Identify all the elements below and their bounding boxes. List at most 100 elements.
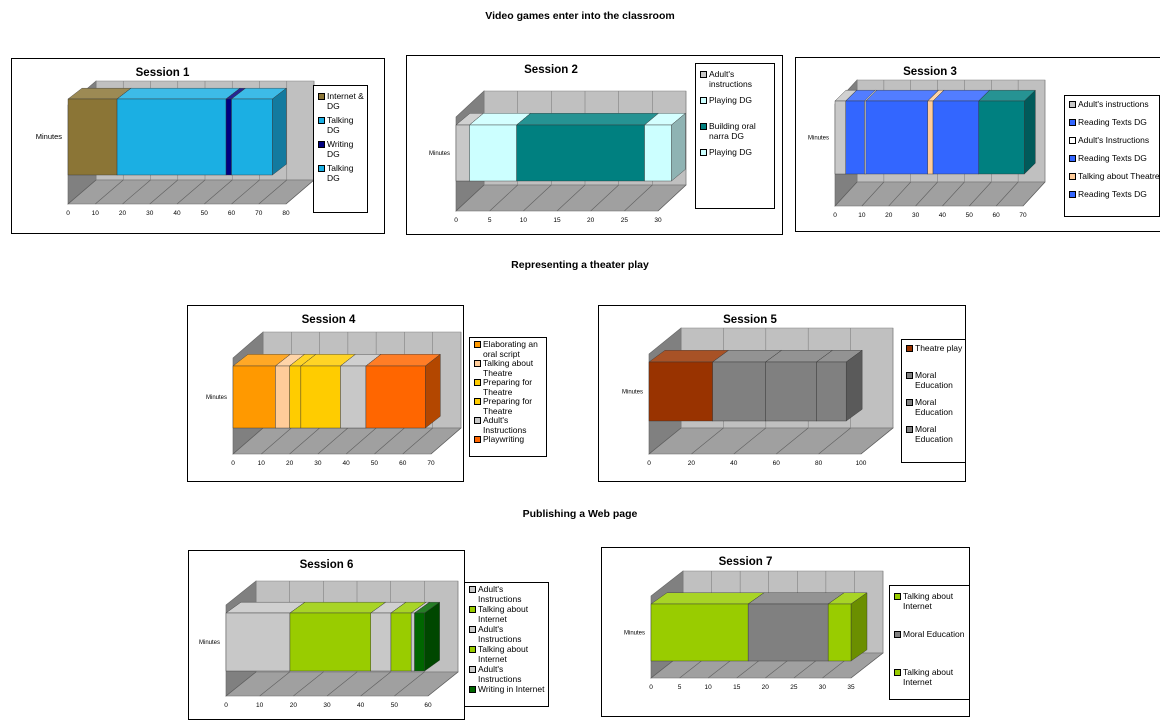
section-title-theater: Representing a theater play (511, 259, 649, 271)
chart-panel-session-7: Session 7 0 5 10 15 20 25 30 35 Minutes Talking ab… (601, 547, 970, 717)
tick-label: 20 (587, 217, 595, 224)
chart-panel-session-1: Session 1 0 10 20 30 40 50 60 70 80 Minutes Interne… (11, 58, 385, 234)
legend-label: Talking about Theatre (1078, 171, 1160, 181)
floor-gridline (317, 427, 349, 455)
tick-label: 50 (371, 460, 379, 467)
tick-label: 40 (939, 212, 947, 219)
legend-label: Talking about Internet (903, 591, 954, 611)
y-axis-label: Minutes (624, 631, 645, 637)
legend-label: Talking about Internet (478, 604, 529, 624)
section-title-web-page: Publishing a Web page (522, 508, 638, 520)
chart-legend: Adult's instructions Playing DG Building o… (695, 63, 775, 209)
floor-gridline (818, 427, 851, 455)
tick-label: 40 (730, 460, 738, 467)
floor-gridline (590, 184, 619, 212)
floor-gridline (176, 179, 206, 205)
legend-label: Playing DG (709, 95, 752, 105)
legend-label: Writing in Internet (478, 684, 545, 694)
legend-swatch (1069, 191, 1076, 198)
tick-label: 0 (647, 460, 651, 467)
floor (232, 427, 462, 455)
floor-gridline (1022, 181, 1046, 207)
chart-legend: Theatre play Moral Education Moral Educati… (901, 339, 966, 463)
floor-gridline (861, 181, 885, 207)
chart-title: Session 6 (299, 559, 354, 571)
chart-title: Session 2 (524, 64, 578, 76)
floor-gridline (523, 184, 552, 212)
legend-label: Adult's instructions (1078, 99, 1149, 109)
floor-gridline (232, 427, 264, 455)
tick-label: 0 (833, 212, 837, 219)
chart-panel-session-5: Session 5 0 20 40 60 80 100 Minutes Theatre play… (598, 305, 966, 482)
tick-label: 40 (173, 210, 181, 217)
chart-panel-session-6: Session 6 0 10 20 30 40 50 60 Minutes Adult's Ins… (188, 550, 549, 720)
tick-label: 40 (343, 460, 351, 467)
floor-gridline (624, 184, 653, 212)
legend-swatch (469, 646, 476, 653)
floor-gridline (942, 181, 965, 207)
floor-gridline (231, 179, 260, 205)
chart-title: Session 4 (301, 314, 356, 326)
legend-swatch (469, 586, 476, 593)
bar-segment (365, 353, 441, 429)
floor-gridline (149, 179, 178, 205)
floor-gridline (394, 671, 425, 697)
bar-segment (413, 601, 441, 672)
bar-segment (516, 112, 660, 182)
chart-title: Session 3 (903, 66, 957, 78)
floor-gridline (258, 179, 287, 205)
floor-gridline (289, 427, 320, 455)
floor-gridline (556, 184, 586, 212)
floor-gridline (691, 427, 724, 455)
tick-label: 20 (885, 212, 893, 219)
legend-swatch (894, 669, 901, 676)
legend-swatch (469, 606, 476, 613)
tick-label: 60 (773, 460, 781, 467)
legend-label: Playing DG (709, 147, 752, 157)
tick-label: 10 (256, 702, 264, 709)
chart-title: Session 7 (718, 556, 773, 568)
legend-label: Moral Education (915, 370, 953, 390)
legend-label: Internet & DG (327, 91, 364, 111)
floor-gridline (402, 427, 433, 455)
legend-label: Talking about Internet (478, 644, 529, 664)
legend-swatch (1069, 137, 1076, 144)
legend-label: Building oral narra DG (709, 121, 756, 141)
tick-label: 25 (790, 684, 798, 691)
floor-gridline (427, 671, 459, 697)
tick-label: 10 (858, 212, 866, 219)
y-axis-label: Minutes (808, 136, 829, 142)
chart-legend: Talking about Internet Moral Education Tal… (889, 585, 970, 700)
legend-swatch (474, 379, 481, 386)
floor (834, 181, 1046, 207)
floor-gridline (285, 179, 315, 205)
legend-label: Adult's Instructions (478, 624, 522, 644)
tick-label: 15 (553, 217, 561, 224)
legend-label: Preparing for Theatre (483, 396, 533, 416)
tick-label: 20 (762, 684, 770, 691)
legend-label: Reading Texts DG (1078, 189, 1147, 199)
tick-label: 60 (399, 460, 407, 467)
floor-gridline (122, 179, 151, 205)
legend-swatch (906, 399, 913, 406)
floor-gridline (834, 181, 858, 207)
chart-plot: 0 10 20 30 40 50 60 70 Minutes (206, 331, 462, 467)
tick-label: 20 (688, 460, 696, 467)
legend-label: Playwriting (483, 434, 525, 444)
floor-gridline (648, 427, 682, 455)
y-axis-label: Minutes (36, 132, 63, 141)
tick-label: 20 (119, 210, 127, 217)
floor-gridline (969, 181, 992, 207)
tick-label: 25 (621, 217, 629, 224)
chart-panel-session-2: Session 2 0 5 10 15 20 25 30 Minutes Adult's inst… (406, 55, 783, 235)
tick-label: 30 (323, 702, 331, 709)
legend-label: Moral Education (903, 629, 965, 639)
tick-label: 60 (424, 702, 432, 709)
legend-swatch (894, 631, 901, 638)
tick-label: 30 (314, 460, 322, 467)
legend-swatch (906, 345, 913, 352)
tick-label: 70 (1019, 212, 1027, 219)
tick-label: 80 (815, 460, 823, 467)
tick-label: 20 (290, 702, 298, 709)
y-axis-label: Minutes (199, 640, 220, 646)
